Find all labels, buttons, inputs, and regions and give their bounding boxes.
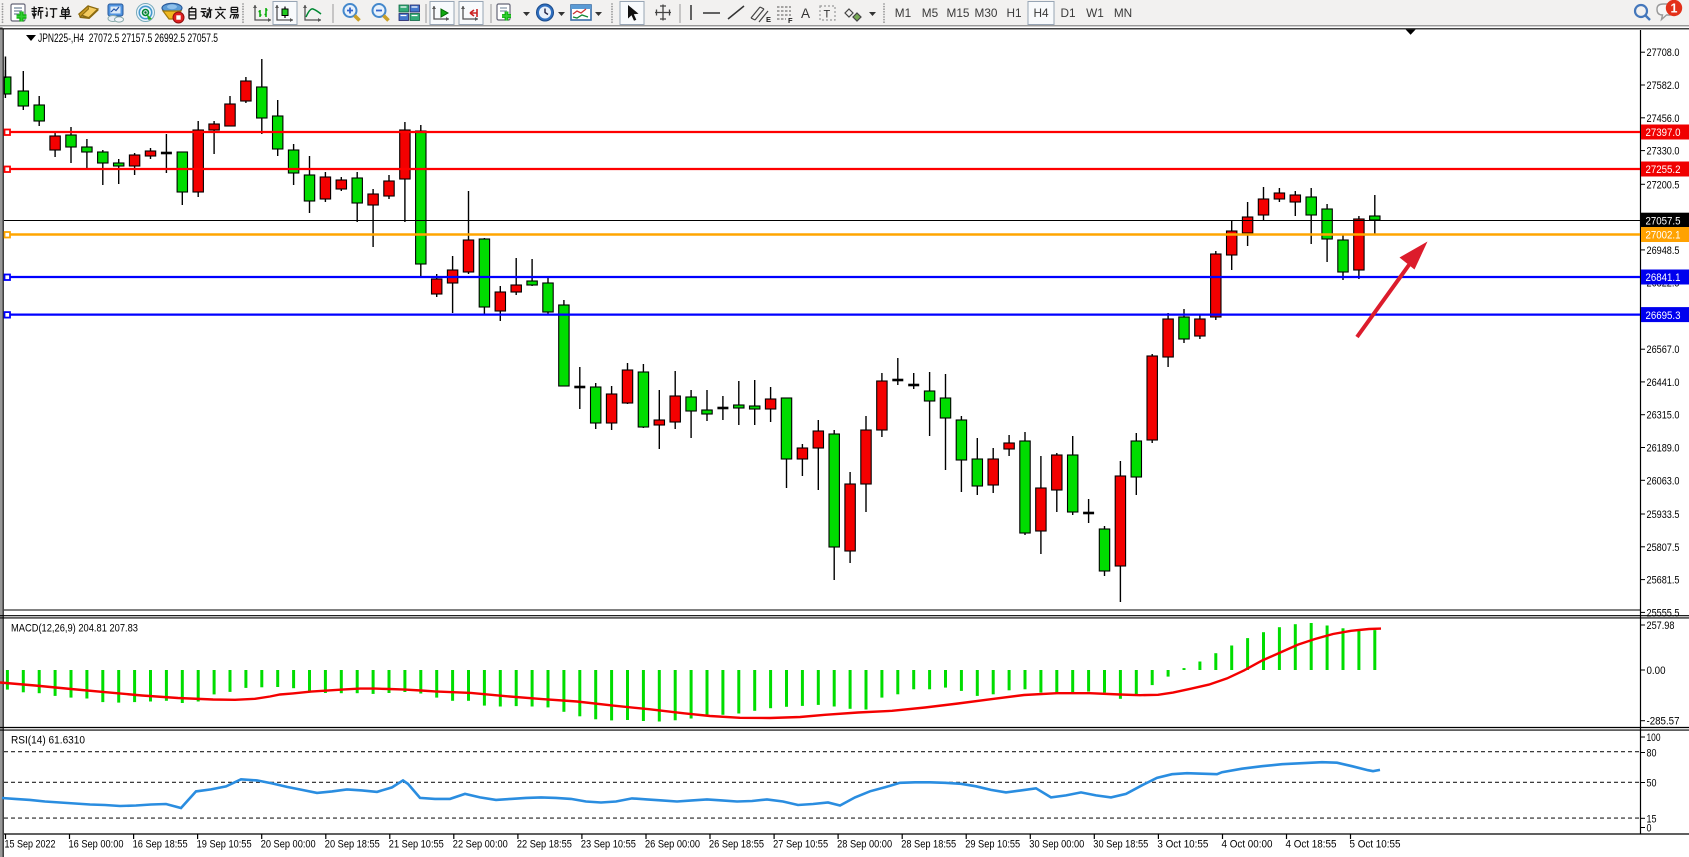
svg-text:4 Oct 00:00: 4 Oct 00:00 [1222,839,1273,851]
svg-text:26441.0: 26441.0 [1647,377,1680,389]
svg-text:100: 100 [1647,732,1661,744]
svg-text:25807.5: 25807.5 [1647,542,1680,554]
svg-text:26 Sep 00:00: 26 Sep 00:00 [645,839,700,851]
svg-text:JPN225-,H4 27072.5 27157.5 26: JPN225-,H4 27072.5 27157.5 26992.5 27057… [38,31,218,45]
svg-text:27330.0: 27330.0 [1647,146,1680,158]
svg-text:A: A [801,6,810,21]
svg-text:27255.2: 27255.2 [1646,164,1681,176]
svg-text:23 Sep 10:55: 23 Sep 10:55 [581,839,636,851]
svg-text:25681.5: 25681.5 [1647,575,1680,587]
svg-text:MN: MN [1114,6,1132,20]
svg-text:50: 50 [1647,778,1657,790]
svg-text:80: 80 [1647,748,1657,760]
svg-text:16 Sep 18:55: 16 Sep 18:55 [133,839,188,851]
svg-text:15: 15 [1647,813,1657,825]
svg-text:28 Sep 00:00: 28 Sep 00:00 [837,839,892,851]
svg-text:3 Oct 10:55: 3 Oct 10:55 [1157,839,1208,851]
svg-text:27 Sep 10:55: 27 Sep 10:55 [773,839,828,851]
svg-text:22 Sep 18:55: 22 Sep 18:55 [517,839,572,851]
svg-text:F: F [788,16,793,25]
svg-text:1: 1 [1671,2,1678,16]
svg-text:26948.5: 26948.5 [1647,245,1680,257]
svg-text:T: T [824,9,831,21]
svg-text:27456.0: 27456.0 [1647,113,1680,125]
svg-text:27200.5: 27200.5 [1647,179,1680,191]
svg-text:20 Sep 18:55: 20 Sep 18:55 [325,839,380,851]
svg-text:26695.3: 26695.3 [1646,310,1681,322]
svg-text:26 Sep 18:55: 26 Sep 18:55 [709,839,764,851]
svg-text:21 Sep 10:55: 21 Sep 10:55 [389,839,444,851]
svg-text:M1: M1 [895,6,911,20]
svg-text:26063.0: 26063.0 [1647,475,1680,487]
svg-text:D1: D1 [1060,6,1075,20]
svg-text:RSI(14) 61.6310: RSI(14) 61.6310 [11,735,85,747]
svg-text:H1: H1 [1006,6,1021,20]
svg-text:M5: M5 [922,6,939,20]
svg-text:26841.1: 26841.1 [1646,272,1681,284]
svg-text:29 Sep 10:55: 29 Sep 10:55 [965,839,1020,851]
svg-text:16 Sep 00:00: 16 Sep 00:00 [69,839,124,851]
svg-text:26315.0: 26315.0 [1647,410,1680,422]
svg-text:5 Oct 10:55: 5 Oct 10:55 [1350,839,1401,851]
svg-text:0: 0 [1647,823,1652,835]
svg-text:M15: M15 [947,6,970,20]
svg-text:MACD(12,26,9) 204.81 207.83: MACD(12,26,9) 204.81 207.83 [11,623,138,635]
svg-text:0.00: 0.00 [1647,665,1666,677]
svg-text:27397.0: 27397.0 [1646,127,1681,139]
svg-text:25933.5: 25933.5 [1647,509,1680,521]
svg-text:25555.5: 25555.5 [1647,607,1680,619]
svg-text:22 Sep 00:00: 22 Sep 00:00 [453,839,508,851]
svg-text:26567.0: 26567.0 [1647,344,1680,356]
svg-text:-285.57: -285.57 [1647,716,1680,728]
svg-text:30 Sep 18:55: 30 Sep 18:55 [1093,839,1148,851]
svg-text:27582.0: 27582.0 [1647,80,1680,92]
svg-text:27708.0: 27708.0 [1647,47,1680,59]
svg-text:19 Sep 10:55: 19 Sep 10:55 [197,839,252,851]
svg-text:257.98: 257.98 [1647,620,1675,632]
svg-text:27002.1: 27002.1 [1646,230,1681,242]
svg-text:26189.0: 26189.0 [1647,443,1680,455]
svg-text:20 Sep 00:00: 20 Sep 00:00 [261,839,316,851]
svg-text:30 Sep 00:00: 30 Sep 00:00 [1029,839,1084,851]
svg-text:4 Oct 18:55: 4 Oct 18:55 [1286,839,1337,851]
svg-text:E: E [766,15,771,24]
svg-text:15 Sep 2022: 15 Sep 2022 [5,839,56,851]
svg-text:W1: W1 [1086,6,1104,20]
svg-text:28 Sep 18:55: 28 Sep 18:55 [901,839,956,851]
svg-text:M30: M30 [975,6,998,20]
svg-text:27057.5: 27057.5 [1646,215,1681,227]
svg-text:H4: H4 [1033,6,1049,20]
